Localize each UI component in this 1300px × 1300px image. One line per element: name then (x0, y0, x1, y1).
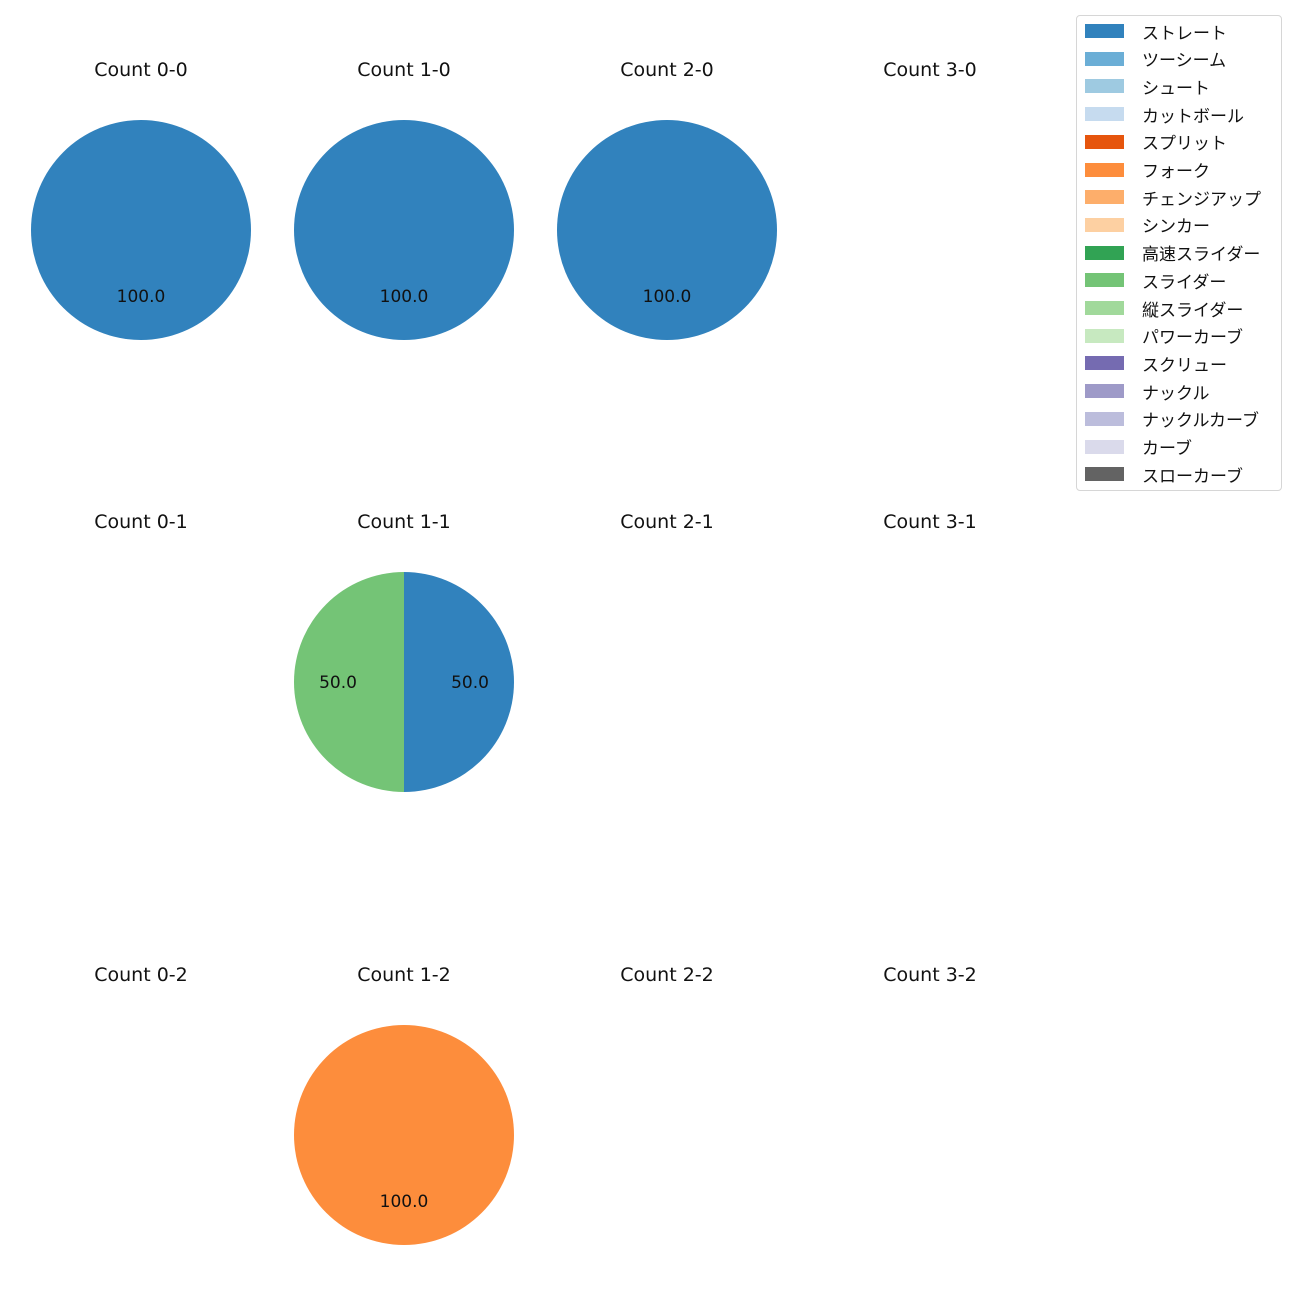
slice-label: 100.0 (380, 1192, 429, 1212)
pie-slice (294, 1025, 514, 1245)
legend-item: ナックルカーブ (1085, 409, 1259, 432)
legend-item: ストレート (1085, 21, 1227, 44)
legend-item: ツーシーム (1085, 49, 1227, 72)
legend-swatch (1085, 51, 1124, 66)
legend-item: ナックル (1085, 381, 1210, 404)
subplot-title: Count 2-2 (620, 964, 714, 986)
legend-label: スクリュー (1142, 355, 1227, 376)
legend-swatch (1085, 328, 1124, 343)
subplot-title: Count 3-0 (883, 59, 977, 81)
pie-slice (294, 120, 514, 340)
legend-label: フォーク (1142, 162, 1210, 182)
legend-swatch (1085, 467, 1124, 482)
legend-swatch (1085, 411, 1124, 426)
legend-item: スライダー (1085, 270, 1227, 293)
legend-swatch (1085, 301, 1124, 315)
legend-item: 高速スライダー (1085, 243, 1261, 266)
subplot-title: Count 0-2 (94, 964, 188, 986)
slice-label: 100.0 (117, 287, 166, 307)
legend: ストレートツーシームシュートカットボール スプリットフォークチェンジアップ シンカー… (1076, 15, 1282, 491)
pie-subplot: Count 2-0 100.0 (557, 59, 777, 340)
legend-label: 縦スライダー (1142, 300, 1244, 321)
legend-label: カーブ (1142, 439, 1192, 459)
legend-item: スローカーブ (1085, 464, 1243, 487)
pie-subplot: Count 1-2 100.0 (294, 964, 514, 1245)
legend-item: スプリット (1085, 132, 1227, 155)
pie-subplot: Count 2-2 (620, 964, 714, 986)
legend-swatch (1085, 162, 1124, 177)
legend-item: カットボール (1085, 104, 1244, 127)
pie-subplot: Count 0-2 (94, 964, 188, 986)
legend-label: 高速スライダー (1142, 245, 1261, 266)
legend-label: チェンジアップ (1142, 189, 1261, 210)
subplot-title: Count 0-1 (94, 511, 188, 533)
pie-subplot: Count 0-0 100.0 (31, 59, 251, 340)
legend-item: シンカー (1085, 215, 1210, 238)
legend-label: スローカーブ (1142, 466, 1243, 487)
legend-swatch (1085, 384, 1124, 399)
pie-slice (31, 120, 251, 340)
legend-label: ツーシーム (1142, 51, 1227, 72)
legend-label: ストレート (1142, 23, 1227, 44)
legend-label: ナックルカーブ (1142, 411, 1259, 432)
pie-subplot: Count 1-0 100.0 (294, 59, 514, 340)
slice-label: 50.0 (319, 673, 357, 693)
legend-swatch (1085, 217, 1124, 232)
legend-swatch (1085, 245, 1124, 260)
pie-slice (557, 120, 777, 340)
legend-swatch (1085, 273, 1124, 288)
subplot-title: Count 2-0 (620, 59, 714, 81)
legend-item: カーブ (1085, 437, 1192, 459)
pie-subplot: Count 3-2 (883, 964, 977, 986)
legend-label: シンカー (1142, 217, 1210, 238)
pie-slice (404, 572, 514, 792)
subplot-title: Count 3-1 (883, 511, 977, 533)
slice-label: 100.0 (643, 287, 692, 307)
legend-swatch (1085, 107, 1124, 122)
legend-swatch (1085, 190, 1124, 205)
pie-subplot: Count 3-1 (883, 511, 977, 533)
pie-subplot: Count 0-1 (94, 511, 188, 533)
pie-subplot: Count 1-1 50.0 50.0 (294, 511, 514, 792)
pie-subplot: Count 2-1 (620, 511, 714, 533)
subplot-title: Count 1-1 (357, 511, 451, 533)
legend-label: スライダー (1142, 272, 1227, 293)
subplot-title: Count 3-2 (883, 964, 977, 986)
legend-label: シュート (1142, 78, 1210, 99)
pie-subplot: Count 3-0 (883, 59, 977, 81)
legend-item: パワーカーブ (1085, 326, 1243, 349)
slice-label: 50.0 (451, 673, 489, 693)
pie-slice (294, 572, 404, 792)
subplot-title: Count 1-2 (357, 964, 451, 986)
legend-item: フォーク (1085, 160, 1210, 182)
legend-item: 縦スライダー (1085, 298, 1244, 321)
legend-label: カットボール (1142, 106, 1244, 127)
legend-swatch (1085, 356, 1124, 371)
legend-label: ナックル (1142, 383, 1210, 404)
legend-swatch (1085, 24, 1124, 38)
subplot-title: Count 2-1 (620, 511, 714, 533)
legend-label: パワーカーブ (1142, 328, 1243, 349)
subplot-title: Count 0-0 (94, 59, 188, 81)
legend-item: スクリュー (1085, 353, 1227, 376)
legend-label: スプリット (1142, 134, 1227, 155)
legend-item: シュート (1085, 76, 1210, 99)
legend-item: チェンジアップ (1085, 187, 1261, 210)
legend-swatch (1085, 79, 1124, 94)
legend-swatch (1085, 439, 1124, 454)
legend-swatch (1085, 134, 1124, 149)
slice-label: 100.0 (380, 287, 429, 307)
subplot-title: Count 1-0 (357, 59, 451, 81)
